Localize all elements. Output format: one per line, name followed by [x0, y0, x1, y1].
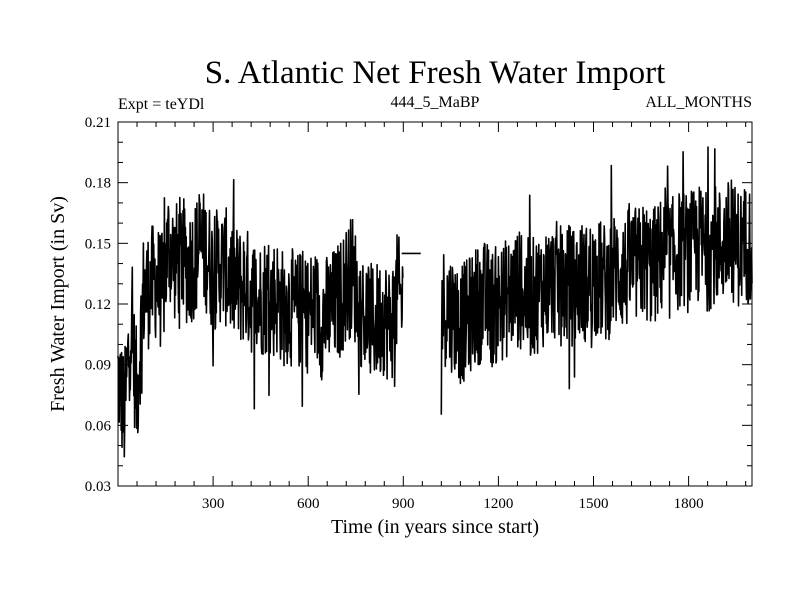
y-tick-label: 0.18	[85, 176, 111, 192]
series-line	[117, 146, 753, 458]
y-tick-label: 0.15	[85, 236, 111, 252]
x-tick-label: 900	[392, 496, 415, 512]
experiment-label: Expt = teYDl	[118, 96, 205, 113]
x-tick-labels: 300 600 900 1200 1500 1800	[202, 496, 704, 512]
plot-frame	[117, 121, 753, 487]
y-tick-labels: 0.03 0.06 0.09 0.12 0.15 0.18 0.21	[85, 115, 112, 495]
x-axis-label: Time (in years since start)	[331, 516, 539, 538]
y-tick-label: 0.21	[85, 115, 111, 131]
y-axis-label: Fresh Water Import (in Sv)	[47, 196, 69, 412]
axis-ticks	[118, 121, 752, 487]
subtitle-center: 444_5_MaBP	[391, 94, 480, 111]
y-tick-label: 0.03	[85, 479, 111, 495]
y-tick-label: 0.06	[85, 418, 112, 434]
x-tick-label: 600	[297, 496, 320, 512]
x-tick-label: 1500	[579, 496, 609, 512]
x-tick-label: 1200	[483, 496, 513, 512]
y-tick-label: 0.09	[85, 358, 111, 374]
chart-title: S. Atlantic Net Fresh Water Import	[205, 55, 666, 91]
subtitle-right: ALL_MONTHS	[645, 94, 752, 111]
x-tick-label: 1800	[674, 496, 704, 512]
x-tick-label: 300	[202, 496, 225, 512]
series-layer	[117, 146, 753, 458]
y-tick-label: 0.12	[85, 297, 111, 313]
